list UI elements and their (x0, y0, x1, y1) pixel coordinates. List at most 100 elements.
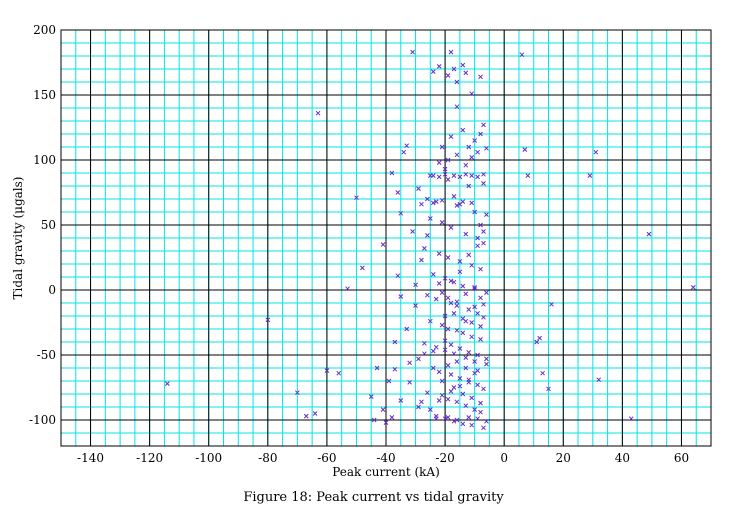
data-point-stroke (401, 149, 407, 155)
data-point (646, 231, 652, 237)
data-point-stroke (454, 359, 460, 364)
data-point (549, 301, 554, 307)
data-point (457, 174, 463, 180)
data-point-stroke (413, 303, 418, 308)
data-point (448, 389, 454, 394)
data-point-stroke (481, 386, 486, 392)
data-point (454, 299, 460, 305)
data-point (478, 131, 483, 137)
data-point (404, 143, 410, 149)
data-point-stroke (407, 360, 412, 366)
data-point (413, 282, 418, 288)
data-point (466, 415, 472, 420)
data-point-stroke (646, 231, 652, 237)
data-point-stroke (481, 425, 486, 431)
data-point-stroke (690, 285, 696, 290)
x-tick-label: 0 (500, 451, 508, 465)
data-point-stroke (374, 365, 380, 371)
y-tick-label: -100 (29, 413, 56, 427)
data-point-stroke (448, 342, 454, 347)
data-point-stroke (433, 344, 439, 350)
data-point-stroke (312, 411, 318, 416)
data-point-stroke (165, 381, 170, 386)
data-point (466, 377, 472, 383)
data-point (454, 327, 460, 333)
data-point-stroke (454, 203, 460, 208)
data-point-stroke (481, 314, 486, 320)
data-point (475, 243, 480, 249)
data-point-stroke (475, 311, 480, 316)
data-point-stroke (463, 231, 469, 237)
data-point-stroke (430, 272, 436, 277)
data-point (534, 339, 540, 345)
data-point (457, 376, 463, 381)
data-point (469, 173, 475, 178)
data-point-stroke (445, 415, 451, 420)
data-point-stroke (454, 399, 460, 405)
data-point (448, 134, 454, 139)
data-point-stroke (398, 398, 404, 403)
data-point (472, 138, 477, 143)
data-point-stroke (368, 394, 374, 399)
data-point-stroke (425, 233, 430, 238)
data-point (425, 233, 430, 238)
data-point (472, 209, 477, 215)
data-point (451, 385, 457, 390)
data-point-stroke (472, 285, 477, 290)
data-point (386, 378, 392, 384)
data-point-stroke (448, 134, 454, 139)
data-point (481, 181, 486, 186)
data-point (454, 152, 460, 158)
data-point-stroke (433, 199, 439, 204)
data-point-stroke (442, 347, 448, 353)
data-point-stroke (472, 370, 477, 376)
data-point-stroke (433, 416, 439, 422)
data-point-stroke (427, 318, 433, 324)
data-point-stroke (416, 186, 421, 191)
data-point-stroke (407, 379, 412, 385)
data-point-stroke (457, 376, 463, 381)
data-point-stroke (265, 317, 271, 323)
data-point (427, 318, 433, 324)
data-point (466, 144, 472, 150)
data-point (472, 359, 477, 364)
data-point-stroke (546, 386, 551, 392)
data-point-stroke (445, 295, 451, 301)
data-point (407, 360, 412, 366)
data-point (416, 186, 421, 191)
data-point (463, 171, 469, 177)
data-point-stroke (360, 265, 365, 271)
data-point-stroke (380, 242, 386, 247)
data-point (416, 404, 421, 410)
data-point-stroke (451, 351, 457, 357)
data-point (690, 285, 696, 290)
data-point-stroke (454, 417, 460, 423)
data-point (469, 262, 475, 268)
data-point-stroke (460, 421, 466, 427)
data-point-stroke (457, 269, 463, 275)
data-point-stroke (475, 352, 480, 358)
data-point (413, 303, 418, 308)
data-point (469, 155, 475, 160)
data-point (469, 422, 475, 428)
data-point-stroke (478, 400, 483, 406)
data-point-stroke (451, 279, 457, 285)
data-point-stroke (295, 390, 300, 396)
data-point-stroke (445, 177, 451, 182)
data-point (475, 149, 480, 155)
data-point-stroke (451, 418, 457, 424)
data-point (368, 394, 374, 399)
data-point-stroke (478, 131, 483, 137)
data-point-stroke (457, 259, 463, 264)
data-point-stroke (427, 173, 433, 178)
data-point (478, 222, 483, 228)
x-tick-label: 20 (556, 451, 571, 465)
data-point (463, 355, 469, 360)
data-point (472, 370, 477, 376)
data-point-stroke (430, 348, 436, 354)
data-point-stroke (422, 340, 427, 346)
data-point-stroke (478, 295, 483, 301)
data-point (454, 79, 460, 85)
data-point (484, 145, 489, 151)
data-point-stroke (395, 273, 401, 279)
